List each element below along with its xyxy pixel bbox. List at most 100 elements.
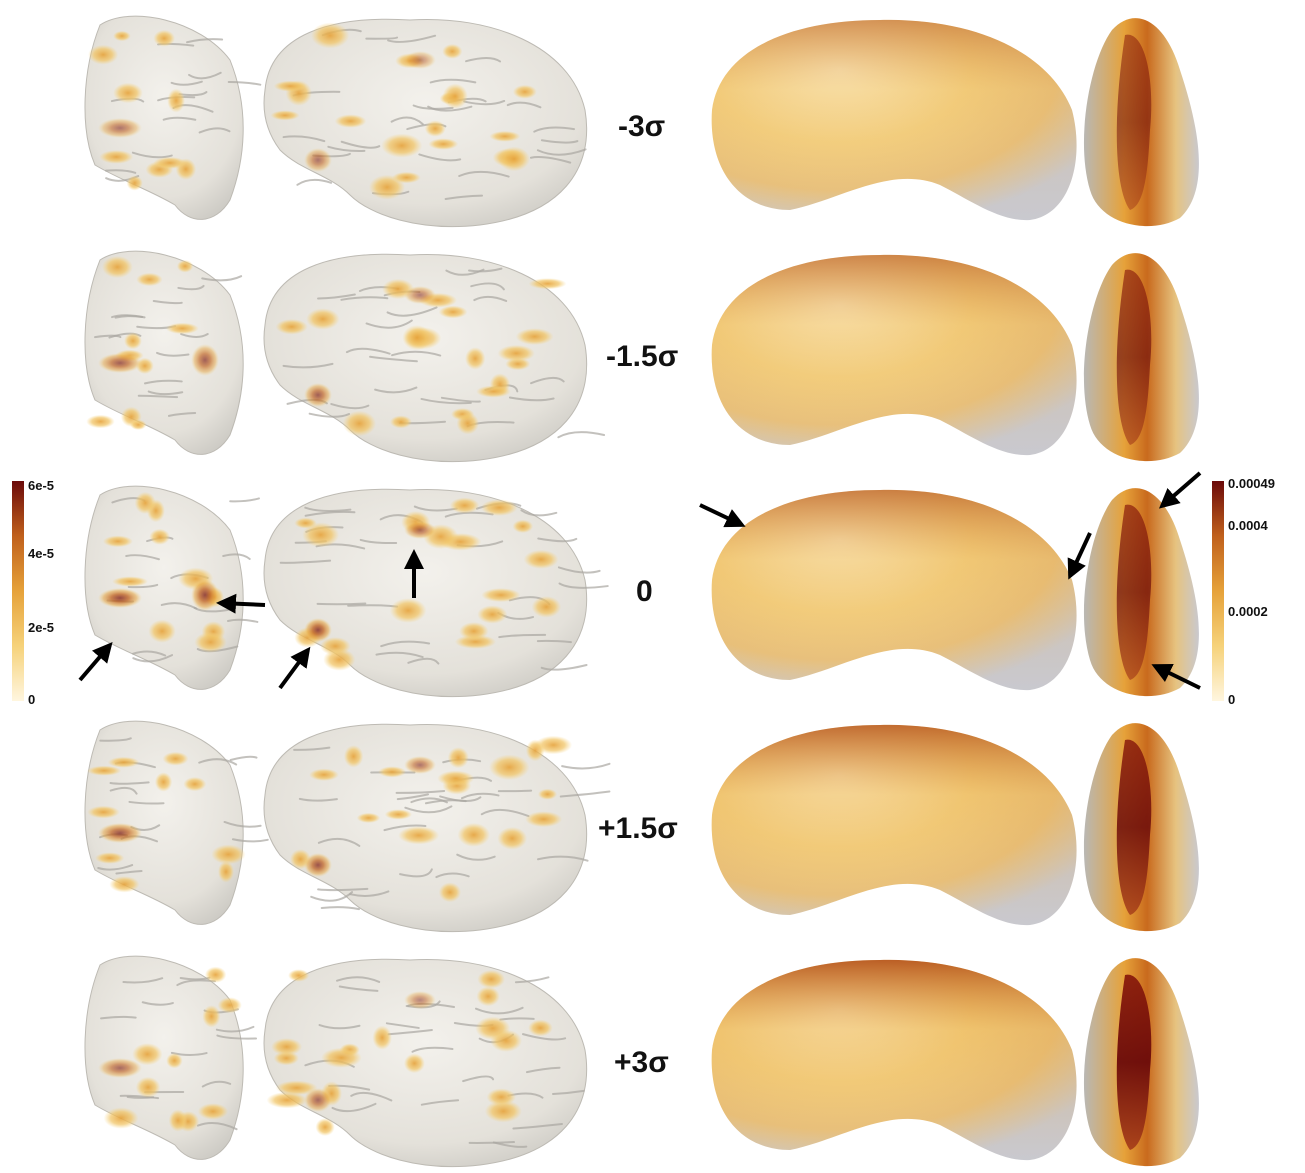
cortex-sulcus — [561, 762, 611, 770]
activation-spot — [109, 876, 140, 893]
cortex-sulcus — [167, 412, 197, 417]
arrow-2 — [216, 593, 266, 614]
cortex-sulcus — [559, 790, 611, 798]
hippocampus-medial-activation — [1116, 34, 1152, 210]
activation-spot — [130, 419, 147, 430]
activation-spot — [204, 966, 227, 983]
cortex-sulcus — [186, 38, 224, 44]
cortex-sulcus — [99, 737, 132, 742]
cortex-sulcus — [369, 355, 418, 363]
cortex-side-view — [84, 955, 258, 1160]
activation-spot — [531, 596, 562, 618]
cortex-side-view — [84, 250, 244, 455]
cortex-sulcus — [529, 156, 572, 164]
arrow-3 — [278, 646, 311, 690]
activation-spot — [112, 576, 148, 587]
row-label-1: -3σ — [618, 110, 666, 143]
activation-spot — [124, 332, 142, 350]
activation-spot — [154, 772, 173, 792]
activation-spot — [523, 549, 559, 569]
activation-spot — [113, 82, 143, 104]
cortex-sulcus — [125, 554, 160, 561]
cortex-sulcus — [152, 299, 183, 305]
activation-spot — [343, 745, 364, 768]
cortex-side-view — [84, 15, 262, 220]
cortex-sulcus — [223, 820, 262, 828]
activation-spot — [211, 844, 246, 865]
colorbar-right-tick-3: 0.0002 — [1228, 604, 1268, 619]
cortex-sulcus — [508, 396, 555, 402]
activation-spot — [87, 805, 120, 819]
arrow-7 — [1158, 471, 1202, 509]
cortex-sulcus — [525, 1066, 561, 1074]
hippocampus-medial-activation — [1116, 269, 1152, 445]
cortex-sulcus — [188, 71, 222, 80]
cortex-sulcus — [227, 618, 259, 623]
activation-spot — [102, 535, 133, 548]
activation-spot — [456, 412, 479, 435]
cortex-sulcus — [350, 1091, 393, 1102]
activation-spot — [202, 1005, 221, 1028]
cortex-sulcus — [141, 1001, 174, 1006]
cortex-sulcus — [137, 394, 179, 399]
cortex-sulcus — [404, 805, 453, 814]
activation-spot — [162, 751, 189, 766]
activation-spot — [372, 1025, 392, 1050]
colorbar-right-tick-2: 0.0004 — [1228, 518, 1268, 533]
activation-spot — [101, 255, 133, 279]
activation-hotspot — [191, 579, 219, 611]
activation-hotspot — [404, 756, 436, 774]
cortex-sulcus — [395, 789, 446, 794]
cortex-sulcus — [359, 538, 398, 545]
cortex-sulcus — [540, 663, 588, 671]
row-5 — [84, 955, 1199, 1168]
activation-spot — [525, 811, 563, 828]
cortex-sulcus — [340, 140, 381, 149]
colorbar-left-tick-2: 4e-5 — [28, 546, 55, 561]
activation-spot — [275, 1080, 318, 1096]
cortex-sulcus — [383, 824, 427, 832]
cortex-side-view — [84, 720, 269, 925]
cortex-sulcus — [198, 758, 238, 766]
cortex-sulcus — [104, 169, 137, 174]
activation-spot — [437, 770, 475, 787]
hippocampus-lateral-view — [711, 724, 1077, 926]
cortex-sulcus — [198, 127, 231, 134]
activation-spot — [166, 1052, 183, 1069]
activation-spot — [481, 588, 521, 603]
activation-hotspot — [191, 344, 219, 376]
cortex-sulcus — [557, 431, 606, 439]
cortex-lateral-surface — [263, 253, 588, 463]
cortex-sulcus — [512, 1122, 563, 1130]
activation-hotspot — [304, 383, 332, 407]
activation-hotspot — [404, 991, 436, 1009]
cortex-sulcus — [390, 116, 424, 126]
cortex-sulcus — [365, 319, 413, 329]
activation-spot — [392, 171, 421, 184]
cortex-sulcus — [365, 36, 399, 40]
arrow-5 — [699, 503, 746, 528]
activation-spot — [153, 156, 187, 169]
cortex-sulcus — [131, 151, 173, 159]
activation-spot — [512, 519, 534, 533]
activation-spot — [266, 1091, 308, 1109]
cortex-sulcus — [282, 362, 334, 369]
cortex-sulcus — [399, 868, 433, 878]
cortex-sulcus — [128, 800, 165, 805]
hippocampus-medial-activation — [1116, 504, 1152, 680]
cortex-sulcus — [310, 891, 354, 902]
cortex-sulcus — [304, 506, 352, 513]
row-label-2: -1.5σ — [606, 340, 679, 373]
cortex-sulcus — [444, 194, 484, 201]
activation-spot — [99, 150, 134, 164]
activation-spot — [497, 344, 535, 362]
activation-spot — [356, 812, 381, 823]
hippocampus-medial-view — [1083, 958, 1199, 1167]
cortex-sulcus — [170, 80, 203, 86]
cortex-sulcus — [536, 148, 587, 156]
activation-spot — [103, 1107, 139, 1129]
activation-spot — [498, 146, 530, 172]
activation-spot — [497, 826, 528, 850]
activation-spot — [273, 80, 307, 92]
hippocampus-medial-activation — [1116, 974, 1152, 1150]
